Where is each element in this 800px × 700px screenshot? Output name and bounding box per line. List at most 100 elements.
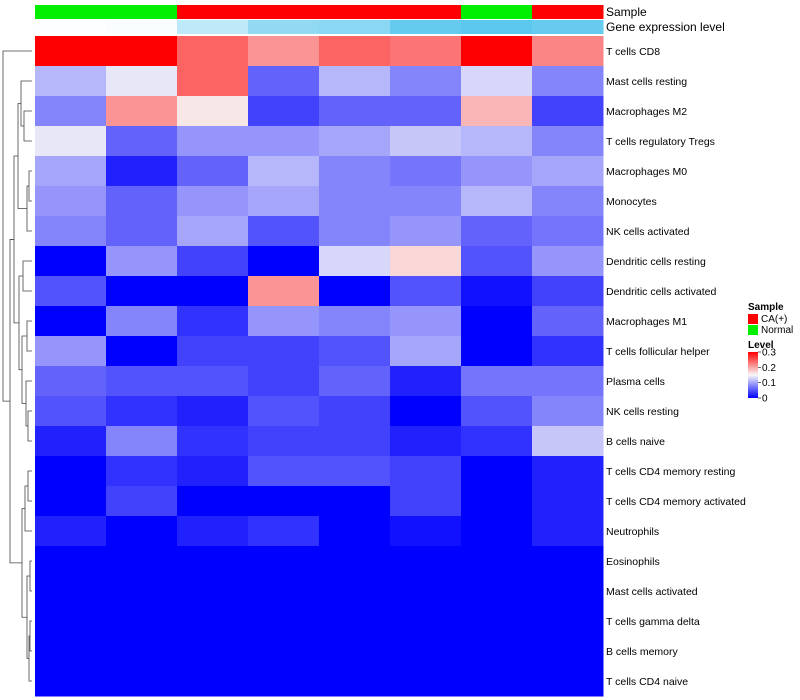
heatmap-cell xyxy=(177,36,249,67)
sample-annotation-cell xyxy=(532,5,604,19)
level-tick-label: 0.3 xyxy=(762,348,776,359)
heatmap-cell xyxy=(461,666,533,697)
heatmap-cell xyxy=(106,366,178,397)
heatmap-cell xyxy=(390,156,462,187)
row-label: T cells CD4 naive xyxy=(606,676,688,688)
heatmap-cell xyxy=(106,546,178,577)
level-tick-label: 0 xyxy=(762,394,768,405)
heatmap-cell xyxy=(177,96,249,127)
heatmap-cell xyxy=(177,636,249,667)
level-tick-label: 0.1 xyxy=(762,378,776,389)
dendrogram-branch xyxy=(26,575,30,659)
row-labels: T cells CD8 Mast cells resting Macrophages… xyxy=(606,46,746,688)
dendrogram-branch xyxy=(24,485,32,532)
heatmap-cell xyxy=(35,126,107,157)
heatmap-cell xyxy=(461,96,533,127)
heatmap-cell xyxy=(35,246,107,277)
heatmap-cell xyxy=(177,366,249,397)
sample-annotation-cell xyxy=(461,5,533,19)
heatmap-cell xyxy=(319,396,391,427)
heatmap-cell xyxy=(35,66,107,97)
heatmap-cell xyxy=(390,606,462,637)
heatmap-cell xyxy=(35,396,107,427)
dendrogram-branch xyxy=(20,80,32,127)
heatmap-cell xyxy=(390,216,462,247)
dendrogram-branch xyxy=(27,470,32,502)
row-label: B cells naive xyxy=(606,436,665,448)
expression-annotation-cell xyxy=(106,20,178,34)
heatmap-cell xyxy=(390,276,462,307)
heatmap-cell xyxy=(390,546,462,577)
heatmap-cell xyxy=(461,606,533,637)
heatmap-cell xyxy=(106,486,178,517)
heatmap-cell xyxy=(390,426,462,457)
heatmap-cell xyxy=(319,486,391,517)
row-label: T cells CD4 memory activated xyxy=(606,496,746,508)
heatmap-cell xyxy=(532,96,604,127)
heatmap-cell xyxy=(319,276,391,307)
heatmap-cell xyxy=(248,546,320,577)
heatmap-cell xyxy=(106,606,178,637)
heatmap-cell xyxy=(461,546,533,577)
expression-annotation-label: Gene expression level xyxy=(606,20,725,34)
heatmap-cell xyxy=(248,276,320,307)
heatmap-cell xyxy=(319,66,391,97)
dendrogram-branch xyxy=(26,185,32,232)
heatmap-cell xyxy=(248,96,320,127)
heatmap-cell xyxy=(532,546,604,577)
heatmap-cell xyxy=(177,666,249,697)
row-label: T cells follicular helper xyxy=(606,346,710,358)
heatmap-cell xyxy=(532,66,604,97)
row-label: Monocytes xyxy=(606,196,657,208)
heatmap-cell xyxy=(390,96,462,127)
heatmap-cell xyxy=(177,276,249,307)
heatmap-cell xyxy=(106,36,178,67)
heatmap-cell xyxy=(390,186,462,217)
dendrogram-branch xyxy=(28,170,32,202)
heatmap-cell xyxy=(461,486,533,517)
heatmap-cell xyxy=(461,276,533,307)
heatmap-cell xyxy=(461,36,533,67)
dendrogram-branch xyxy=(2,50,32,402)
heatmap-cell xyxy=(532,306,604,337)
heatmap-cell xyxy=(390,366,462,397)
heatmap-cell xyxy=(532,36,604,67)
heatmap-cell xyxy=(532,576,604,607)
expression-annotation-cell xyxy=(248,20,320,34)
heatmap-cell xyxy=(532,186,604,217)
heatmap-cell xyxy=(106,186,178,217)
heatmap-cell xyxy=(106,96,178,127)
heatmap-cell xyxy=(532,366,604,397)
heatmap-cell xyxy=(35,276,107,307)
heatmap-cell xyxy=(35,576,107,607)
sample-annotation-cell xyxy=(106,5,178,19)
level-legend-title: Level xyxy=(748,340,774,351)
heatmap-cell xyxy=(532,246,604,277)
heatmap-cell xyxy=(248,126,320,157)
expression-annotation-cell xyxy=(461,20,533,34)
heatmap-cell xyxy=(319,426,391,457)
heatmap-cell xyxy=(532,156,604,187)
row-label: T cells CD4 memory resting xyxy=(606,466,735,478)
heatmap-cell xyxy=(532,486,604,517)
heatmap-cell xyxy=(319,246,391,277)
heatmap-cell xyxy=(248,666,320,697)
heatmap-cell xyxy=(35,546,107,577)
heatmap-cell xyxy=(461,156,533,187)
heatmap-cell xyxy=(35,36,107,67)
row-label: Macrophages M2 xyxy=(606,106,687,118)
row-label: B cells memory xyxy=(606,646,679,658)
heatmap-cell xyxy=(177,456,249,487)
heatmap-cell xyxy=(248,156,320,187)
heatmap-cell xyxy=(177,576,249,607)
heatmap-cell xyxy=(461,126,533,157)
heatmap-cell xyxy=(319,336,391,367)
level-tick-label: 0.2 xyxy=(762,363,776,374)
expression-annotation-cell xyxy=(177,20,249,34)
row-label: Mast cells resting xyxy=(606,76,687,88)
legend-swatch xyxy=(748,325,758,335)
heatmap-cell xyxy=(390,336,462,367)
